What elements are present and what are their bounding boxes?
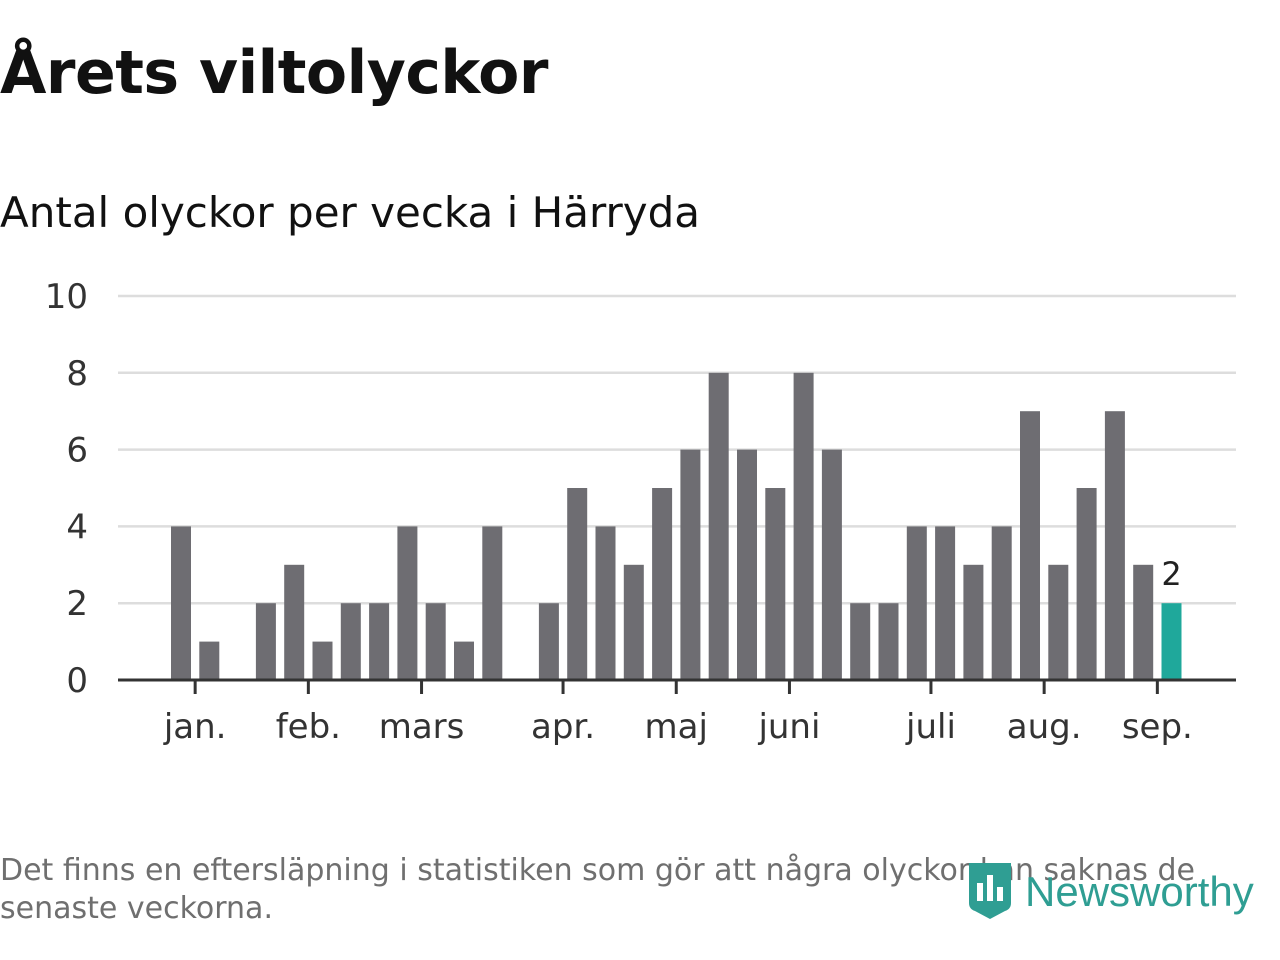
bar	[199, 641, 220, 680]
x-tick-label: sep.	[1122, 707, 1193, 747]
bar	[652, 488, 673, 680]
bar	[623, 564, 644, 680]
axis-layer: 0 2 4 6 8 10 jan. feb. mars apr. maj juni juli aug. se…	[45, 277, 1236, 747]
bar	[1020, 411, 1040, 680]
bar	[737, 449, 757, 680]
bar	[935, 526, 956, 680]
y-tick-label: 2	[66, 584, 88, 624]
bar	[482, 526, 503, 680]
x-tick-label: maj	[645, 707, 708, 747]
y-tick-label: 0	[66, 661, 88, 701]
bar	[340, 603, 361, 680]
bar	[1133, 564, 1154, 680]
bar	[991, 526, 1012, 680]
x-tick-label: apr.	[531, 707, 595, 747]
bar-chart: 2 0 2 4 6 8 10 jan. feb. mars apr. maj juni juli aug.…	[45, 277, 1236, 747]
newsworthy-logo-text: Newsworthy	[1025, 868, 1254, 915]
y-tick-label: 6	[66, 431, 88, 471]
bar	[255, 603, 276, 680]
newsworthy-logo-icon	[965, 859, 1015, 925]
x-tick-label: juli	[905, 707, 956, 747]
bar	[906, 526, 927, 680]
bar	[850, 603, 871, 680]
bar	[1104, 411, 1125, 680]
bar	[538, 603, 559, 680]
chart-title: Årets viltolyckor	[0, 38, 549, 108]
bar	[1076, 488, 1097, 680]
x-tick-label: feb.	[276, 707, 341, 747]
bar	[397, 526, 418, 680]
bar	[595, 526, 616, 680]
x-tick-label: juni	[757, 707, 820, 747]
bar	[369, 603, 390, 680]
bar	[680, 449, 701, 680]
bar	[312, 641, 333, 680]
bar	[567, 488, 588, 680]
x-tick-label: mars	[379, 707, 465, 747]
chart-subtitle: Antal olyckor per vecka i Härryda	[0, 188, 700, 237]
data-label: 2	[1161, 555, 1181, 593]
y-tick-label: 10	[45, 277, 88, 317]
x-tick-label: aug.	[1007, 707, 1082, 747]
bar	[765, 488, 786, 680]
newsworthy-logo: Newsworthy	[965, 862, 1254, 922]
bar	[1048, 564, 1069, 680]
bar	[425, 603, 446, 680]
y-tick-label: 4	[66, 507, 88, 547]
bar	[454, 641, 474, 680]
bar	[284, 564, 305, 680]
bar	[708, 372, 729, 680]
bar	[793, 372, 814, 680]
bar	[878, 603, 899, 680]
bar	[171, 526, 191, 680]
bar	[963, 564, 984, 680]
bar	[821, 449, 842, 680]
y-tick-label: 8	[66, 354, 88, 394]
bars-layer: 2	[171, 372, 1182, 680]
x-tick-label: jan.	[163, 707, 227, 747]
highlight-bar	[1161, 603, 1182, 680]
grid-layer	[118, 294, 1236, 605]
